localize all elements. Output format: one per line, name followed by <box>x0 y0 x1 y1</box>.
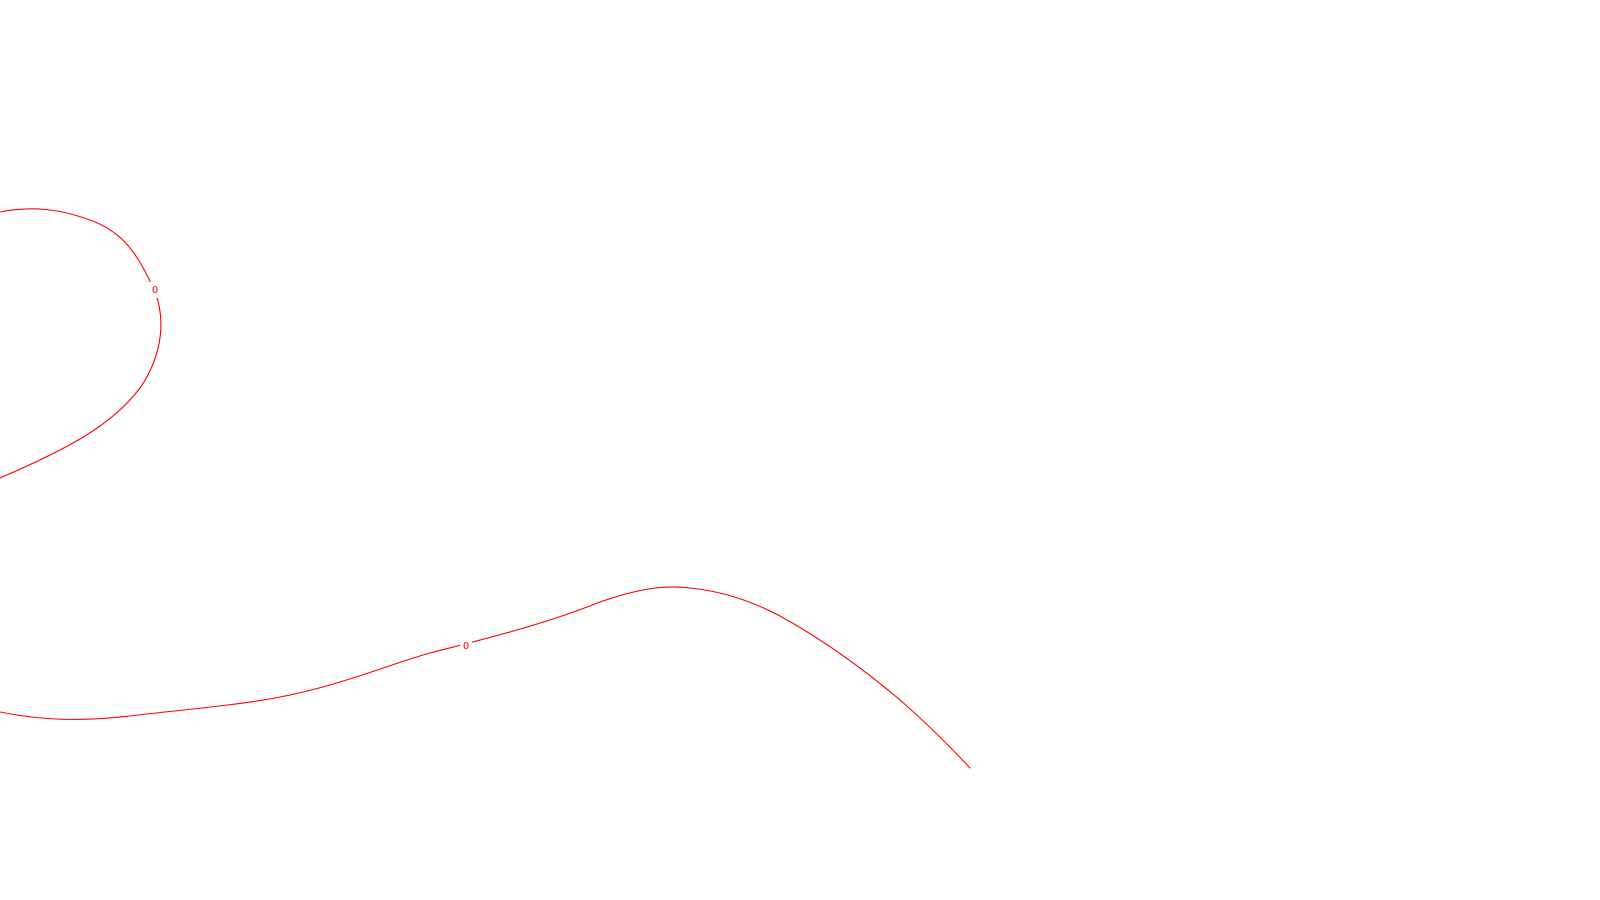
contour-label-gap-lower <box>460 638 472 654</box>
contour-label-gap-upper <box>148 282 160 298</box>
contour-line-lower <box>0 586 971 769</box>
contour-line-upper <box>0 208 162 479</box>
contour-label-lower: 0 <box>463 641 469 652</box>
contour-label-upper: 0 <box>152 285 158 296</box>
